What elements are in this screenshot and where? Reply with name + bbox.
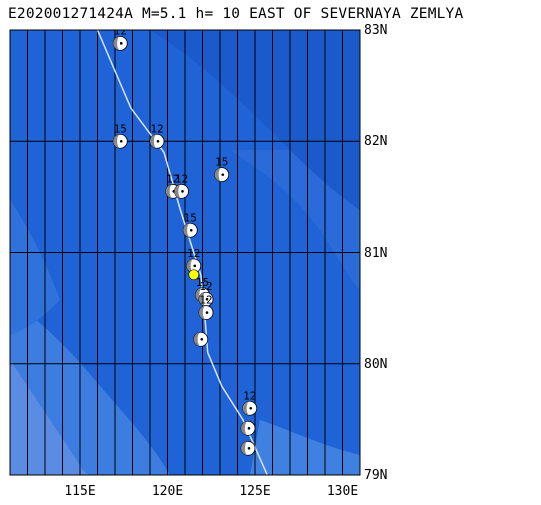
map-title: E202001271424A M=5.1 h= 10 EAST OF SEVER… [8,6,464,22]
lat-label-79n: 79N [364,468,387,483]
beachball-compression-quadrant [183,223,191,238]
beachball-center-dot [193,264,197,268]
parallel-lines [10,140,360,365]
epicenter-marker [188,269,200,281]
lon-label-115e: 115E [64,484,95,499]
beachball-center-dot [181,190,184,193]
beachball-center-dot [205,297,209,301]
mechanism-label: 15 [184,211,197,224]
focal-mechanism-4: 15 [214,156,230,183]
lat-label-83n: 83N [364,23,387,38]
mechanism-label: 12 [175,172,188,185]
lon-label-125e: 125E [239,484,270,499]
beachball-compression-quadrant [242,401,250,416]
focal-mechanism-14 [240,420,256,436]
beachball-center-dot [200,337,204,341]
beachball-center-dot [156,139,160,143]
beachball-compression-quadrant [113,36,121,51]
mechanism-label: 12 [199,280,212,293]
focal-mechanism-3: 12 [149,122,165,149]
focal-mechanism-6: 12 [174,172,189,199]
beachball-compression-quadrant [193,332,201,347]
beachball-compression-quadrant [113,134,121,149]
beachball-center-dot [247,447,251,450]
beachball-center-dot [249,406,253,410]
mechanism-label: 12 [150,122,163,135]
lon-label-130e: 130E [327,484,358,499]
beachball-compression-quadrant [241,441,248,456]
beachball-compression-quadrant [214,167,222,182]
beachball-compression-quadrant [199,305,206,320]
mechanism-label: 12 [199,294,212,307]
focal-mechanism-2: 15 [112,122,128,149]
beachball-center-dot [119,42,123,45]
focal-mechanism-11: 12 [198,294,214,320]
mechanism-label: 15 [215,156,228,169]
mechanism-label: 15 [196,276,209,289]
beachball-compression-quadrant [186,258,194,273]
beachball-center-dot [221,173,225,176]
beachball-compression-quadrant [174,184,182,199]
lat-label-80n: 80N [364,357,387,372]
focal-mechanism-12 [193,331,209,347]
focal-mechanism-1: 12 [112,24,128,51]
mechanism-label: 12 [187,247,200,260]
focal-mechanism-7: 15 [182,211,198,238]
beachball-compression-quadrant [195,287,203,302]
beachball-center-dot [247,426,251,430]
beachball-compression-quadrant [165,184,173,199]
focal-mechanism-15 [240,440,256,456]
focal-mechanism-8: 12 [186,247,202,274]
slope-area-east [230,150,360,290]
shelf-area-southeast [250,420,360,475]
beachball-compression-quadrant [150,134,157,149]
map-frame [9,29,361,476]
beachball-center-dot [205,311,209,314]
beachball-center-dot [189,228,193,232]
lat-label-81n: 81N [364,246,387,261]
shelf-area-southwest [10,360,90,475]
lon-label-120e: 120E [152,484,183,499]
shelf-area-west [10,200,60,335]
mechanism-label: 12 [166,172,179,185]
mechanism-label: 15 [114,122,127,135]
mechanism-label: 12 [243,389,256,402]
lat-label-82n: 82N [364,134,387,149]
mechanism-label: 12 [114,24,127,37]
beachball-compression-quadrant [241,421,248,436]
focal-mechanism-13: 12 [242,389,258,416]
beachball-compression-quadrant [199,292,206,307]
beachball-center-dot [119,139,123,143]
